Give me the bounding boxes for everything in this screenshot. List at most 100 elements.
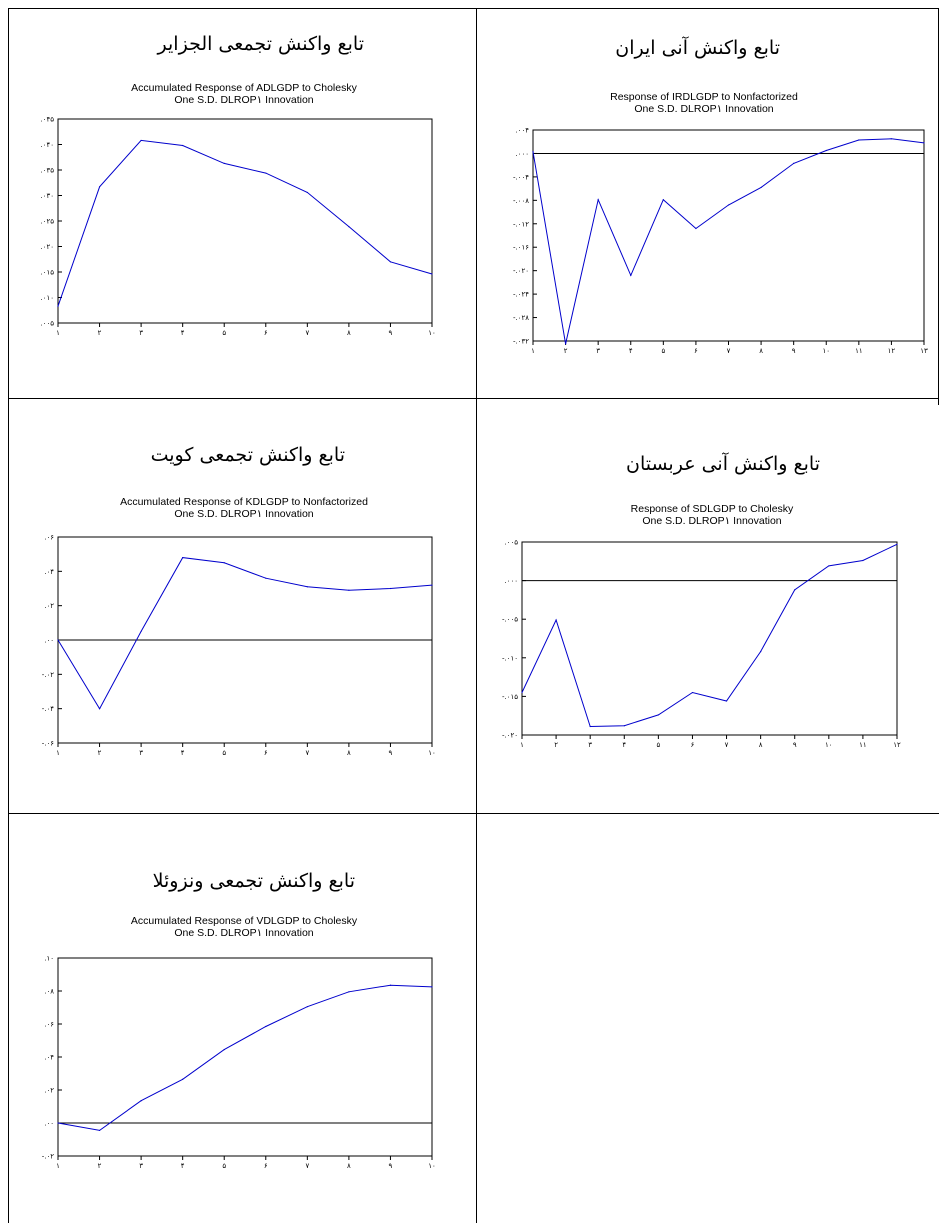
grid-center-divider	[476, 8, 477, 1223]
x-tick-label: ٣	[139, 329, 143, 337]
series-line	[57, 139, 433, 307]
y-tick-label: .٠٠٠	[515, 150, 529, 158]
data-point	[727, 204, 730, 206]
y-tick-label: .٠٢	[44, 1087, 54, 1095]
x-tick-label: ١	[56, 329, 60, 337]
data-point	[306, 191, 308, 194]
y-tick-label: -.٠١۶	[513, 244, 529, 252]
data-point	[140, 630, 142, 633]
x-tick-label: ٩	[389, 749, 393, 757]
y-tick-label: .٠٠	[44, 1120, 54, 1128]
x-tick-label: ٣	[596, 347, 600, 355]
x-tick-label: ١٢	[888, 347, 896, 355]
y-tick-label: -.٠٢۴	[513, 291, 529, 299]
grid-row2-divider	[8, 813, 939, 814]
y-tick-label: -.٠٣٢	[513, 338, 529, 346]
x-tick-label: ٢	[564, 347, 568, 355]
data-point	[348, 226, 350, 228]
x-tick-label: ١٣	[920, 347, 928, 355]
data-point	[389, 984, 392, 986]
data-point	[760, 651, 762, 653]
cell-heading: تابع واکنش آنی عربستان	[626, 453, 820, 475]
chart-subtitle: One S.D. DLROP١ Innovation	[174, 94, 313, 106]
data-point	[825, 149, 827, 152]
y-tick-label: .٠٠۴	[515, 127, 529, 135]
y-tick-label: -.٠۶	[42, 740, 55, 748]
chart-title: Response of IRDLGDP to Nonfactorized	[610, 91, 798, 103]
y-tick-label: -.٠۴	[42, 705, 55, 713]
data-point	[597, 199, 599, 201]
data-point	[348, 991, 350, 993]
data-point	[760, 186, 762, 189]
cell-heading: تابع واکنش آنی ایران	[615, 37, 780, 59]
grid-top-border	[8, 8, 939, 9]
x-tick-label: ١٢	[893, 741, 901, 749]
x-tick-label: ۶	[264, 329, 268, 337]
x-tick-label: ٨	[347, 1162, 351, 1170]
x-tick-label: ٧	[305, 329, 309, 337]
y-tick-label: -.٠١۵	[502, 693, 518, 701]
series-line	[57, 984, 433, 1131]
data-point	[691, 691, 694, 694]
x-tick-label: ۵	[222, 749, 226, 757]
data-point	[923, 142, 925, 144]
x-tick-label: ۴	[181, 1162, 185, 1170]
x-tick-label: ١١	[855, 347, 863, 355]
x-tick-label: ۵	[222, 329, 226, 337]
x-tick-label: ۵	[656, 741, 660, 749]
y-tick-label: .٠٣۵	[40, 167, 54, 175]
data-point	[896, 543, 898, 545]
x-tick-label: ۴	[629, 347, 633, 355]
x-tick-label: ١٠	[428, 749, 436, 757]
y-tick-label: .٠۶	[44, 534, 54, 542]
data-point	[98, 708, 101, 710]
data-point	[858, 139, 860, 141]
data-point	[182, 1078, 184, 1080]
plot-frame	[521, 541, 898, 736]
x-tick-label: ٣	[139, 1162, 143, 1170]
y-tick-label: .٠٢۵	[40, 218, 54, 226]
x-tick-label: ٣	[139, 749, 143, 757]
x-tick-label: ٨	[759, 347, 763, 355]
x-tick-label: ٨	[347, 329, 351, 337]
data-point	[306, 586, 308, 588]
data-point	[431, 584, 433, 586]
data-point	[57, 305, 59, 307]
data-point	[57, 1122, 59, 1124]
grid-row1-divider	[8, 398, 939, 399]
chart-subtitle: One S.D. DLROP١ Innovation	[174, 927, 313, 939]
chart-subtitle: One S.D. DLROP١ Innovation	[634, 103, 773, 115]
data-point	[630, 274, 632, 276]
data-point	[662, 199, 664, 201]
data-point	[140, 1100, 142, 1102]
data-point	[657, 714, 659, 716]
series-line	[521, 543, 898, 728]
x-tick-label: ۴	[622, 741, 626, 749]
x-tick-label: ٧	[727, 347, 731, 355]
data-point	[98, 1129, 101, 1132]
data-point	[223, 1048, 225, 1051]
y-tick-label: .٠٠	[44, 637, 54, 645]
y-tick-label: .٠١٠	[40, 294, 54, 302]
x-tick-label: ۵	[222, 1162, 226, 1170]
x-tick-label: ٢	[98, 749, 102, 757]
data-point	[389, 261, 392, 263]
y-tick-label: .٠۶	[44, 1021, 54, 1029]
data-point	[532, 151, 534, 153]
data-point	[223, 562, 225, 564]
x-tick-label: ٣	[588, 741, 592, 749]
cell-heading: تابع واکنش تجمعی کویت	[150, 444, 345, 466]
y-tick-label: -.٠٢٠	[513, 267, 529, 275]
data-point	[564, 343, 567, 345]
y-tick-label: .٠٣٠	[40, 192, 54, 200]
x-tick-label: ۶	[691, 741, 695, 749]
x-tick-label: ١٠	[428, 329, 436, 337]
x-tick-label: ۶	[694, 347, 698, 355]
y-tick-label: -.٠١٢	[513, 220, 529, 228]
data-point	[695, 227, 697, 230]
data-point	[265, 577, 267, 579]
x-tick-label: ١٠	[428, 1162, 436, 1170]
data-point	[306, 1006, 308, 1008]
x-tick-label: ١٠	[822, 347, 830, 355]
